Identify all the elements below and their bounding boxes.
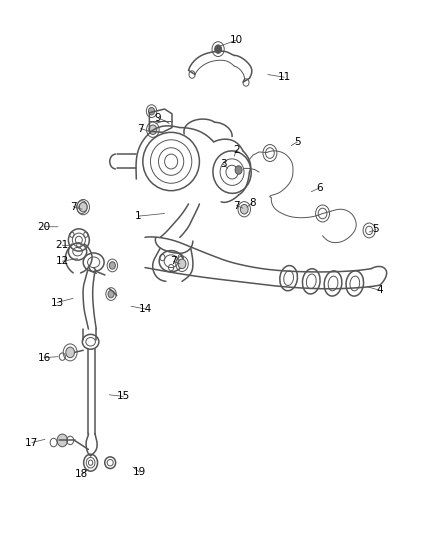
Text: 4: 4: [377, 285, 383, 295]
Text: 6: 6: [316, 183, 322, 193]
Text: 18: 18: [75, 470, 88, 479]
Circle shape: [79, 204, 85, 211]
Text: 13: 13: [50, 297, 64, 308]
Text: 11: 11: [278, 72, 291, 82]
Circle shape: [149, 125, 157, 134]
Circle shape: [178, 259, 186, 269]
Text: 10: 10: [230, 35, 243, 45]
Text: 3: 3: [220, 159, 226, 169]
Text: 7: 7: [170, 256, 177, 266]
Text: 7: 7: [233, 200, 240, 211]
Text: 8: 8: [249, 198, 256, 208]
Text: 5: 5: [294, 137, 300, 147]
Text: 16: 16: [37, 353, 51, 362]
Circle shape: [108, 290, 114, 298]
Circle shape: [148, 108, 155, 115]
Text: 7: 7: [138, 124, 144, 134]
Text: 14: 14: [138, 304, 152, 314]
Circle shape: [215, 45, 222, 53]
Text: 12: 12: [56, 256, 69, 266]
Text: 1: 1: [135, 211, 142, 221]
Circle shape: [57, 434, 67, 447]
Text: 5: 5: [372, 224, 379, 235]
Text: 17: 17: [25, 438, 39, 448]
Text: 19: 19: [133, 467, 146, 477]
Circle shape: [240, 205, 248, 214]
Circle shape: [110, 262, 116, 269]
Text: 2: 2: [233, 145, 240, 155]
Text: 20: 20: [38, 222, 51, 232]
Text: 21: 21: [56, 240, 69, 251]
Text: 7: 7: [70, 201, 77, 212]
Circle shape: [79, 203, 87, 212]
Circle shape: [235, 166, 242, 174]
Text: 15: 15: [117, 391, 130, 401]
Text: 9: 9: [155, 113, 161, 123]
Circle shape: [66, 347, 74, 358]
